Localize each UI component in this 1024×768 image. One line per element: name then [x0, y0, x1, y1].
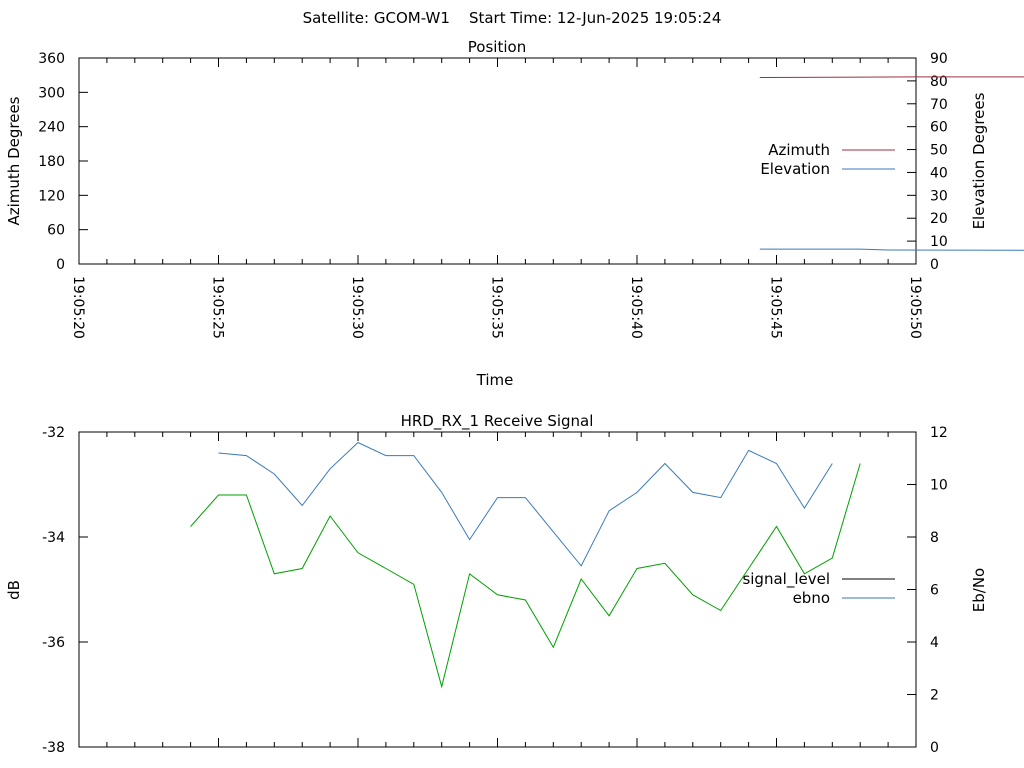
y-right-tick-label: 40	[930, 165, 948, 181]
receive-signal-chart: HRD_RX_1 Receive Signal dB Eb/No -38 -36 -…	[5, 412, 988, 756]
legend-label: Elevation	[760, 160, 830, 178]
y-right-tick-label: 12	[930, 425, 948, 441]
position-xlabel: Time	[476, 371, 514, 389]
x-tick-label: 19:05:50	[907, 276, 923, 339]
y-left-tick-label: 240	[38, 120, 65, 136]
y-right-tick-label: 80	[930, 74, 948, 90]
y-right-tick-label: 0	[930, 257, 939, 273]
y-left-tick-label: -34	[42, 530, 65, 546]
header-text: Satellite: GCOM-W1 Start Time: 12-Jun-20…	[303, 9, 722, 27]
x-tick-label: 19:05:25	[210, 276, 226, 339]
series-line-trace-2	[190, 463, 861, 689]
y-left-tick-label: 360	[38, 51, 65, 67]
y-right-tick-label: 10	[930, 478, 948, 494]
y-right-tick-label: 50	[930, 143, 948, 159]
signal-ylabel-left: dB	[5, 580, 23, 600]
y-right-tick-label: 70	[930, 97, 948, 113]
x-tick-label: 19:05:20	[70, 276, 86, 339]
y-right-tick-label: 0	[930, 740, 939, 756]
x-tick-label: 19:05:30	[349, 276, 365, 339]
y-left-tick-label: 0	[56, 257, 65, 273]
y-right-tick-label: 6	[930, 583, 939, 599]
y-left-tick-label: 60	[47, 223, 65, 239]
x-tick-label: 19:05:45	[768, 276, 784, 339]
series-line-ebno	[218, 441, 833, 567]
signal-title: HRD_RX_1 Receive Signal	[401, 412, 594, 431]
position-ylabel-right: Elevation Degrees	[970, 92, 988, 229]
series-line-Elevation	[759, 248, 1024, 251]
y-right-tick-label: 90	[930, 51, 948, 67]
x-tick-label: 19:05:35	[489, 276, 505, 339]
signal-ylabel-right: Eb/No	[970, 568, 988, 612]
signal-plot-frame	[78, 431, 917, 748]
legend-label: signal_level	[742, 570, 830, 589]
legend-label: Azimuth	[768, 141, 830, 159]
y-right-tick-label: 20	[930, 211, 948, 227]
y-right-tick-label: 10	[930, 234, 948, 250]
y-left-tick-label: -36	[42, 635, 65, 651]
series-line-Azimuth	[759, 76, 1024, 78]
y-left-tick-label: -32	[42, 425, 65, 441]
y-right-tick-label: 8	[930, 530, 939, 546]
y-left-tick-label: -38	[42, 740, 65, 756]
y-right-tick-label: 2	[930, 688, 939, 704]
y-left-tick-label: 180	[38, 154, 65, 170]
y-right-tick-label: 30	[930, 188, 948, 204]
y-left-tick-label: 120	[38, 188, 65, 204]
position-ylabel-left: Azimuth Degrees	[5, 96, 23, 225]
position-title: Position	[468, 38, 526, 56]
x-tick-label: 19:05:40	[628, 276, 644, 339]
y-right-tick-label: 60	[930, 120, 948, 136]
y-right-tick-label: 4	[930, 635, 939, 651]
position-chart: Position Azimuth Degrees Elevation Degre…	[5, 38, 1024, 389]
legend-label: ebno	[793, 589, 830, 607]
y-left-tick-label: 300	[38, 85, 65, 101]
